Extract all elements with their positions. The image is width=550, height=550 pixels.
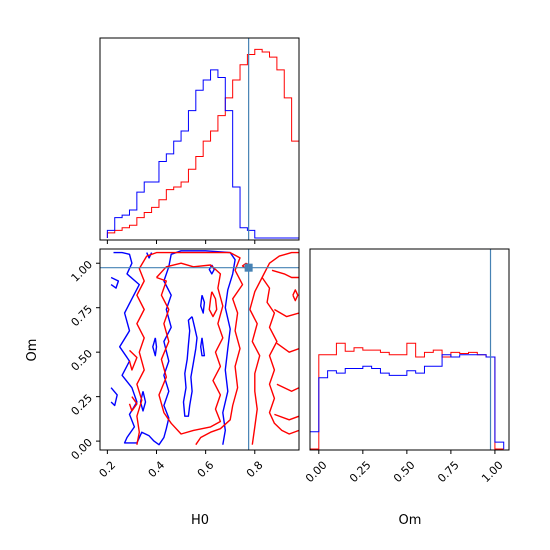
contour-blue-6 [110, 276, 120, 289]
y-axis-label-om: Om [25, 339, 40, 362]
h0-histogram-frame [99, 37, 300, 241]
contour-blue-0 [113, 250, 236, 446]
contour-red-5 [274, 308, 299, 318]
contour-red-10 [208, 291, 218, 318]
contour-blue-3 [200, 294, 206, 314]
x-axis-label-om: Om [399, 513, 422, 528]
contour-red-8 [274, 413, 299, 421]
contour-red-7 [276, 383, 299, 392]
h0-histogram-panel [99, 37, 300, 244]
contour-red-13 [128, 396, 138, 412]
h0-histogram-red-series [106, 48, 299, 238]
contour-blue-2 [200, 337, 206, 357]
om-histogram-blue-series [310, 354, 505, 449]
contour-red-0 [136, 251, 244, 446]
contour-red-2 [249, 251, 299, 445]
contour-red-12 [128, 349, 138, 371]
om-histogram-frame [309, 248, 510, 451]
contour-blue-7 [110, 387, 118, 407]
contour-blue-1 [182, 316, 198, 417]
contour-red-3 [261, 277, 299, 435]
contour-red-6 [276, 342, 299, 353]
x-axis-label-h0: H0 [191, 513, 209, 528]
contour-red-4 [271, 269, 299, 279]
om-histogram-red-series [310, 342, 504, 450]
contour-frame [99, 248, 300, 451]
contour-blue-4 [152, 337, 158, 357]
om-histogram-panel: 0.00 0.25 0.50 0.75 1.00 [303, 248, 510, 485]
h0-histogram-blue-series [106, 69, 299, 239]
contour-truth-marker [244, 263, 253, 272]
contour-red-1 [155, 262, 224, 435]
contour-red-9 [292, 289, 299, 302]
